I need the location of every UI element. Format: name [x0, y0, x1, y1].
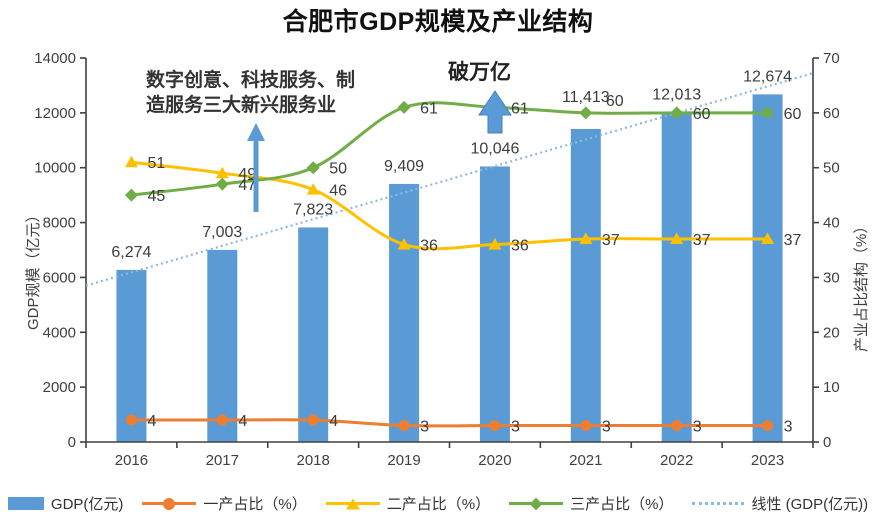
svg-text:45: 45	[147, 188, 165, 205]
svg-text:9,409: 9,409	[384, 158, 424, 175]
legend-label-tertiary: 三产占比（%）	[570, 496, 674, 513]
svg-text:36: 36	[511, 238, 529, 255]
legend-label-secondary: 二产占比（%）	[386, 496, 491, 513]
legend-item-gdp: GDP(亿元)	[7, 493, 124, 514]
primary-line-swatch-icon	[142, 497, 197, 510]
trendline-swatch-icon	[692, 502, 745, 505]
svg-text:4000: 4000	[43, 324, 76, 341]
svg-text:12,013: 12,013	[652, 87, 701, 104]
svg-text:61: 61	[511, 100, 529, 117]
secondary-line-swatch-icon	[325, 498, 380, 509]
svg-text:20: 20	[823, 324, 840, 341]
svg-text:4: 4	[329, 413, 338, 430]
axes	[80, 57, 819, 448]
svg-text:4: 4	[238, 413, 247, 430]
svg-text:2022: 2022	[660, 452, 693, 469]
svg-text:30: 30	[823, 269, 840, 286]
svg-text:6,274: 6,274	[111, 244, 151, 261]
series-triangle-line: 51 49 46 36 36 37 37 37	[124, 155, 802, 255]
svg-text:10: 10	[823, 379, 840, 396]
svg-text:12,674: 12,674	[743, 68, 792, 85]
svg-text:46: 46	[329, 183, 347, 200]
gdp-bar-swatch-icon	[7, 497, 44, 510]
svg-text:60: 60	[693, 106, 711, 123]
legend-label-primary: 一产占比（%）	[203, 496, 307, 513]
svg-text:51: 51	[147, 155, 165, 172]
bar-value-labels: 6,274 7,003 7,823 9,409 10,046 11,413 12,013 12…	[111, 68, 792, 261]
circle-marker-icon	[163, 497, 176, 510]
legend-item-primary-industry: 一产占比（%）	[142, 493, 307, 514]
svg-text:47: 47	[238, 177, 256, 194]
annotation-services: 数字创意、科技服务、制 造服务三大新兴服务业	[146, 68, 355, 118]
annotation-services-line2: 造服务三大新兴服务业	[146, 95, 337, 116]
svg-text:50: 50	[329, 161, 347, 178]
series-diamond-line: 45 47 50 61 61 60 60 60	[124, 93, 802, 205]
svg-text:2019: 2019	[387, 452, 420, 469]
svg-text:37: 37	[602, 232, 620, 249]
svg-text:3: 3	[693, 419, 702, 436]
legend-item-tertiary-industry: 三产占比（%）	[509, 493, 673, 514]
svg-text:11,413: 11,413	[562, 89, 610, 106]
svg-text:8000: 8000	[43, 215, 76, 232]
svg-text:10,046: 10,046	[470, 140, 519, 157]
svg-text:60: 60	[823, 105, 840, 122]
annotation-trillion: 破万亿	[448, 61, 511, 84]
legend: GDP(亿元) 一产占比（%） 二产占比（%） 三产占比（%） 线性 (GDP(…	[0, 493, 876, 514]
svg-text:2017: 2017	[206, 452, 239, 469]
svg-text:2020: 2020	[478, 452, 511, 469]
trillion-arrow-icon	[478, 90, 512, 134]
svg-text:49: 49	[238, 166, 256, 183]
svg-text:2018: 2018	[297, 452, 330, 469]
tertiary-line-swatch-icon	[509, 497, 564, 510]
svg-text:37: 37	[693, 232, 711, 249]
svg-text:3: 3	[602, 419, 611, 436]
gdp-bars	[116, 94, 783, 443]
svg-text:3: 3	[784, 419, 793, 436]
svg-text:2023: 2023	[751, 452, 784, 469]
svg-text:2021: 2021	[569, 452, 602, 469]
svg-text:14000: 14000	[34, 50, 76, 67]
svg-text:10000: 10000	[34, 160, 76, 177]
gdp-trendline	[85, 72, 814, 287]
services-arrow-icon	[247, 123, 265, 212]
annotation-services-line1: 数字创意、科技服务、制	[146, 70, 356, 91]
legend-label-gdp: GDP(亿元)	[50, 496, 124, 513]
svg-text:7,823: 7,823	[293, 201, 333, 218]
svg-text:4: 4	[147, 413, 156, 430]
svg-text:50: 50	[823, 160, 840, 177]
svg-text:40: 40	[823, 215, 840, 232]
legend-item-trendline: 线性 (GDP(亿元))	[692, 493, 868, 514]
svg-text:3: 3	[511, 419, 520, 436]
svg-text:3: 3	[420, 419, 429, 436]
series-circle-line: 4 4 4 3 3 3 3 3	[125, 413, 793, 436]
triangle-marker-icon	[345, 498, 360, 509]
svg-text:2000: 2000	[43, 379, 76, 396]
tick-labels: 0 2000 4000 6000 8000 10000 12000 14000 0 10 20 30 4…	[34, 50, 839, 469]
svg-text:37: 37	[784, 232, 802, 249]
diamond-marker-icon	[529, 497, 543, 510]
svg-text:6000: 6000	[43, 269, 76, 286]
legend-item-secondary-industry: 二产占比（%）	[325, 493, 491, 514]
svg-text:36: 36	[420, 238, 438, 255]
svg-text:70: 70	[823, 50, 840, 67]
svg-text:60: 60	[784, 106, 802, 123]
svg-text:2016: 2016	[115, 452, 148, 469]
svg-text:61: 61	[420, 100, 438, 117]
chart-title: 合肥市GDP规模及产业结构	[282, 8, 594, 36]
svg-text:12000: 12000	[34, 105, 76, 122]
svg-text:0: 0	[68, 434, 76, 451]
svg-text:0: 0	[823, 434, 831, 451]
svg-text:60: 60	[606, 93, 624, 110]
svg-text:7,003: 7,003	[202, 224, 242, 241]
legend-label-trendline: 线性 (GDP(亿元))	[751, 496, 869, 513]
